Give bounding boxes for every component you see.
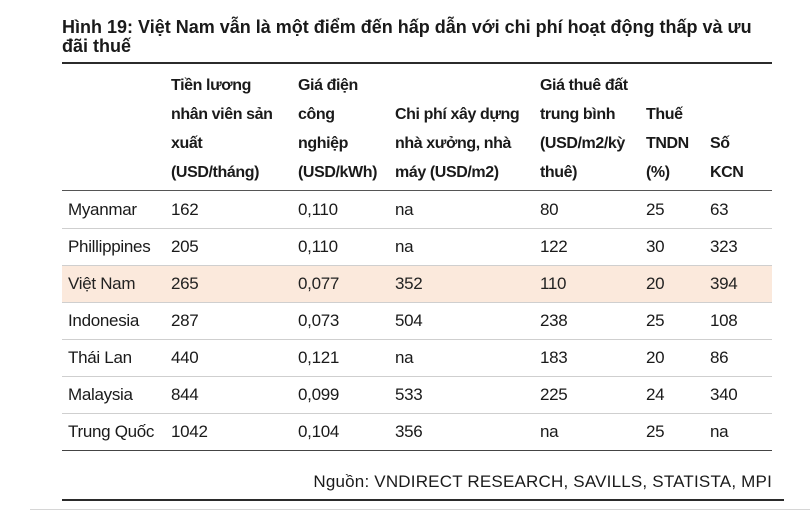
cell-electricity: 0,110 — [298, 237, 338, 256]
cell-wage: 844 — [171, 385, 199, 404]
cell-tax: 25 — [646, 200, 665, 219]
cell-construction: na — [395, 348, 414, 367]
figure-title: Hình 19: Việt Nam vẫn là một điểm đến hấ… — [62, 17, 752, 56]
cell-zones: na — [710, 422, 729, 441]
cell-electricity: 0,099 — [298, 385, 340, 404]
header-wage: Tiền lương nhân viên sản xuất (USD/tháng… — [171, 77, 273, 181]
table-row-highlighted: Việt Nam 265 0,077 352 110 20 394 — [62, 266, 772, 303]
cell-construction: na — [395, 200, 414, 219]
cell-tax: 24 — [646, 385, 665, 404]
table-row: Myanmar 162 0,110 na 80 25 63 — [62, 192, 772, 229]
source-note: Nguồn: VNDIRECT RESEARCH, SAVILLS, STATI… — [313, 472, 772, 491]
cell-country: Malaysia — [68, 385, 133, 404]
cell-zones: 394 — [710, 274, 738, 293]
cell-country: Phillippines — [68, 237, 151, 256]
cell-wage: 1042 — [171, 422, 208, 441]
cell-tax: 20 — [646, 348, 665, 367]
cell-construction: 533 — [395, 385, 423, 404]
cell-construction: 356 — [395, 422, 423, 441]
top-rule — [62, 62, 772, 64]
header-cit: Thuế TNDN (%) — [646, 106, 689, 181]
cell-land: 183 — [540, 348, 568, 367]
cell-tax: 25 — [646, 311, 665, 330]
cell-electricity: 0,077 — [298, 274, 340, 293]
cell-tax: 20 — [646, 274, 665, 293]
cell-land: na — [540, 422, 559, 441]
table-body: Myanmar 162 0,110 na 80 25 63 Phillippin… — [62, 192, 772, 451]
header-construction: Chi phí xây dựng nhà xưởng, nhà máy (USD… — [395, 106, 520, 181]
cell-land: 238 — [540, 311, 568, 330]
header-electricity: Giá điện công nghiệp (USD/kWh) — [298, 77, 378, 181]
table-row: Malaysia 844 0,099 533 225 24 340 — [62, 377, 772, 414]
cell-zones: 108 — [710, 311, 738, 330]
table-row: Indonesia 287 0,073 504 238 25 108 — [62, 303, 772, 340]
cell-electricity: 0,104 — [298, 422, 340, 441]
header-industrial-zones: Số KCN — [710, 135, 744, 181]
cell-zones: 86 — [710, 348, 729, 367]
cell-zones: 323 — [710, 237, 738, 256]
cell-wage: 205 — [171, 237, 199, 256]
cell-country: Indonesia — [68, 311, 140, 330]
cell-land: 225 — [540, 385, 568, 404]
table-header: Tiền lương nhân viên sản xuất (USD/tháng… — [62, 66, 772, 191]
cell-tax: 25 — [646, 422, 665, 441]
cell-wage: 440 — [171, 348, 199, 367]
bottom-rule — [62, 499, 784, 501]
cell-land: 122 — [540, 237, 568, 256]
cell-country: Myanmar — [68, 200, 137, 219]
cell-country: Việt Nam — [68, 274, 136, 293]
cell-wage: 162 — [171, 200, 199, 219]
cell-construction: na — [395, 237, 414, 256]
cell-zones: 340 — [710, 385, 738, 404]
cell-country: Trung Quốc — [68, 422, 155, 441]
cell-electricity: 0,110 — [298, 200, 338, 219]
cell-wage: 265 — [171, 274, 199, 293]
cell-construction: 504 — [395, 311, 423, 330]
header-land-rent: Giá thuê đất trung bình (USD/m2/kỳ thuê) — [540, 77, 628, 181]
cell-land: 80 — [540, 200, 559, 219]
table-row: Phillippines 205 0,110 na 122 30 323 — [62, 229, 772, 266]
cell-tax: 30 — [646, 237, 665, 256]
cell-electricity: 0,121 — [298, 348, 340, 367]
cell-wage: 287 — [171, 311, 199, 330]
page-divider — [30, 509, 810, 510]
cell-zones: 63 — [710, 200, 729, 219]
cell-land: 110 — [540, 274, 567, 293]
table-row: Trung Quốc 1042 0,104 356 na 25 na — [62, 414, 772, 451]
cell-electricity: 0,073 — [298, 311, 340, 330]
table-row: Thái Lan 440 0,121 na 183 20 86 — [62, 340, 772, 377]
cell-construction: 352 — [395, 274, 423, 293]
cell-country: Thái Lan — [68, 348, 132, 367]
